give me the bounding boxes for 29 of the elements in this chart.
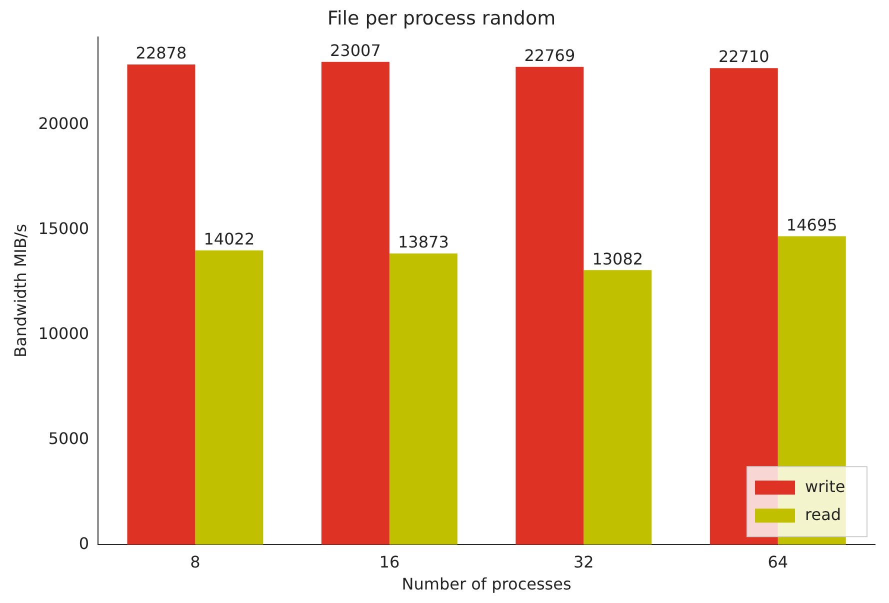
y-tick-label: 20000	[38, 114, 90, 134]
data-label: 14022	[204, 230, 255, 249]
data-label: 22710	[718, 47, 770, 66]
bar	[516, 66, 584, 545]
chart-title: File per process random	[327, 7, 556, 30]
data-label: 13082	[592, 249, 644, 268]
bar	[584, 270, 652, 545]
y-tick-label: 0	[78, 534, 90, 553]
y-tick-label: 10000	[38, 324, 90, 343]
data-label: 14695	[786, 215, 838, 234]
bar	[710, 68, 778, 545]
y-tick-label: 5000	[48, 428, 90, 448]
bar	[127, 64, 196, 545]
bar	[321, 62, 390, 545]
data-label: 22878	[136, 44, 187, 63]
legend-label: read	[805, 504, 842, 524]
bar	[195, 250, 264, 545]
x-tick-label: 64	[768, 552, 788, 572]
data-label: 13873	[398, 232, 449, 252]
data-label: 22769	[524, 46, 576, 65]
data-label: 23007	[330, 40, 381, 60]
x-tick-label: 8	[190, 552, 200, 572]
y-axis-title: Bandwidth MIB/s	[10, 224, 30, 358]
x-axis-title: Number of processes	[402, 574, 572, 594]
x-tick-label: 16	[379, 552, 400, 572]
y-tick-label: 15000	[38, 219, 90, 238]
x-tick-label: 32	[573, 552, 594, 572]
bar	[389, 253, 458, 545]
legend-label: write	[805, 476, 846, 496]
